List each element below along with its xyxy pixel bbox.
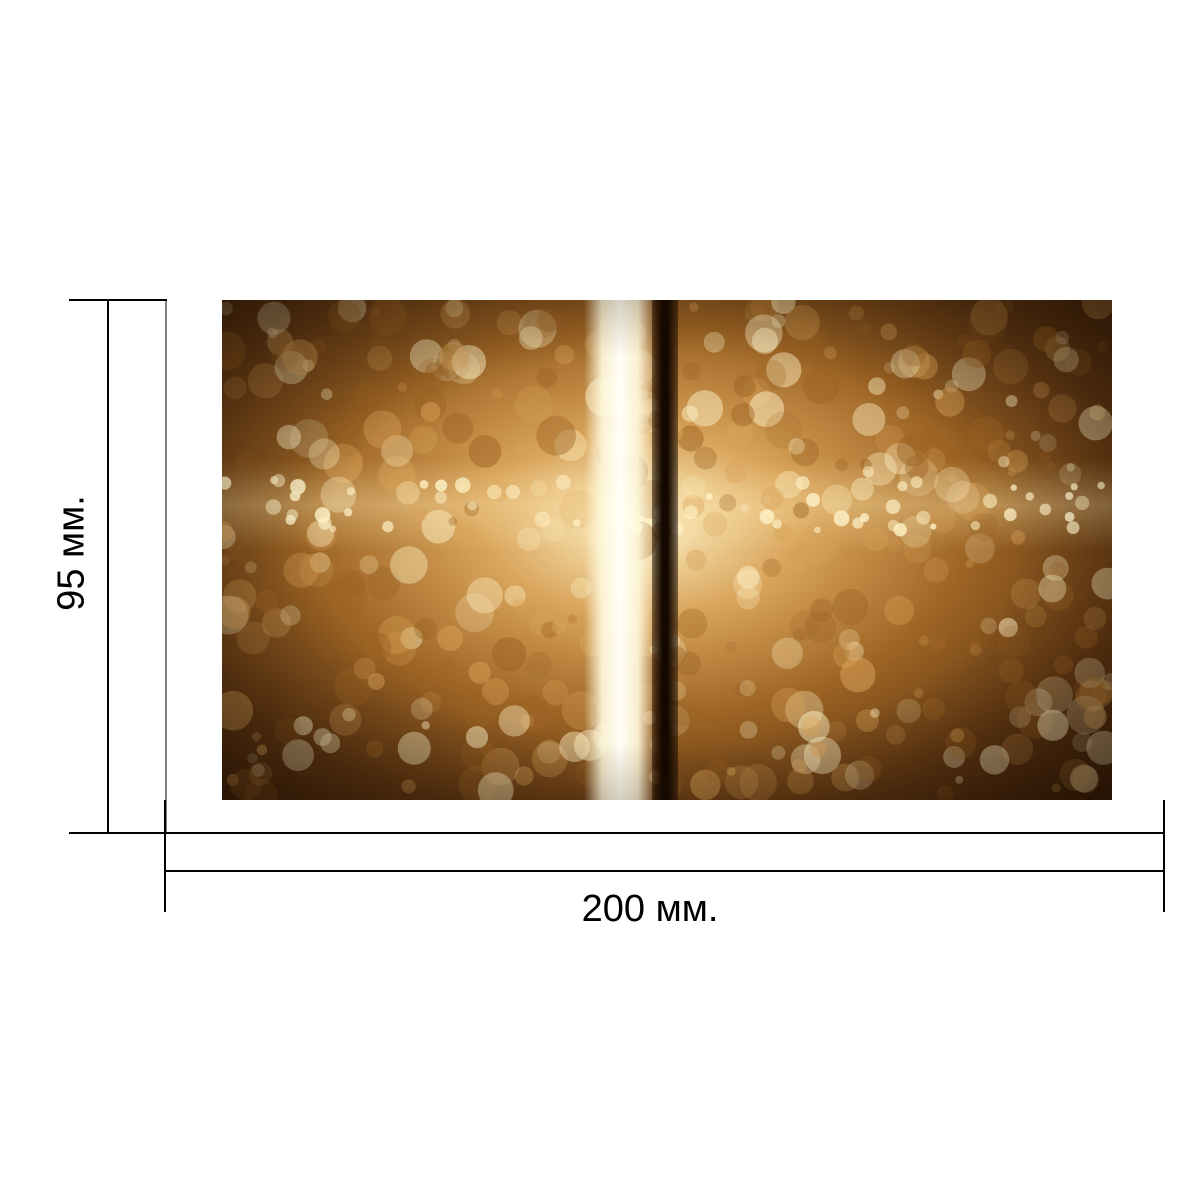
panel-vignette [222,300,1112,800]
bokeh-photo-panel [222,300,1112,800]
width-label: 200 мм. [581,888,719,930]
height-label: 95 мм. [50,495,93,611]
